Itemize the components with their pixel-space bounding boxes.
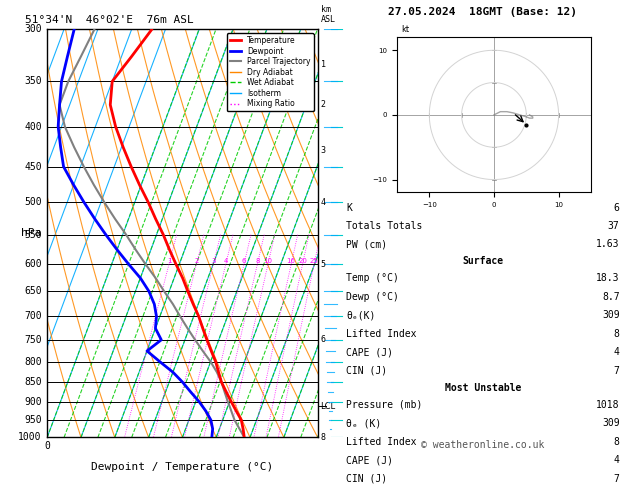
Text: 1: 1 [321,60,326,69]
Text: 2: 2 [194,258,199,264]
Text: 950: 950 [24,415,42,425]
Text: Temp (°C): Temp (°C) [346,274,399,283]
Text: 3: 3 [211,258,216,264]
Text: Most Unstable: Most Unstable [445,383,521,393]
Text: 8: 8 [255,258,260,264]
Legend: Temperature, Dewpoint, Parcel Trajectory, Dry Adiabat, Wet Adiabat, Isotherm, Mi: Temperature, Dewpoint, Parcel Trajectory… [226,33,314,111]
Text: Surface: Surface [462,257,503,266]
Text: kt: kt [401,25,409,34]
Text: 6: 6 [614,203,620,212]
Text: K: K [346,203,352,212]
Text: km
ASL: km ASL [321,5,336,24]
Text: 8: 8 [321,433,326,442]
Text: 37: 37 [608,221,620,231]
Text: 8.7: 8.7 [602,292,620,302]
Text: © weatheronline.co.uk: © weatheronline.co.uk [421,440,545,450]
Text: LCL: LCL [320,401,335,411]
Text: CIN (J): CIN (J) [346,474,387,484]
Text: Pressure (mb): Pressure (mb) [346,400,422,410]
Text: 800: 800 [24,357,42,367]
Text: 350: 350 [24,76,42,87]
Text: 1018: 1018 [596,400,620,410]
Text: Dewp (°C): Dewp (°C) [346,292,399,302]
Text: 3: 3 [321,146,326,155]
Text: 309: 309 [602,418,620,428]
Text: 0: 0 [44,441,50,451]
Text: 16: 16 [287,258,296,264]
Text: 300: 300 [24,24,42,34]
Text: 18.3: 18.3 [596,274,620,283]
Text: Lifted Index: Lifted Index [346,329,416,339]
Text: 6: 6 [242,258,246,264]
Text: 1: 1 [167,258,171,264]
Text: 7: 7 [614,474,620,484]
Text: PW (cm): PW (cm) [346,240,387,249]
Text: 1000: 1000 [18,433,42,442]
Text: 5: 5 [321,260,326,269]
Text: 1.63: 1.63 [596,240,620,249]
Text: 2: 2 [321,100,326,109]
Text: 6: 6 [321,335,326,345]
Text: CAPE (J): CAPE (J) [346,347,393,357]
Text: 450: 450 [24,162,42,172]
Text: 20: 20 [298,258,307,264]
Text: 309: 309 [602,311,620,320]
Text: 25: 25 [309,258,318,264]
Text: 4: 4 [223,258,228,264]
Text: 51°34'N  46°02'E  76m ASL: 51°34'N 46°02'E 76m ASL [25,15,194,25]
Text: 7: 7 [614,366,620,376]
Text: 4: 4 [614,455,620,465]
Text: Totals Totals: Totals Totals [346,221,422,231]
Text: Lifted Index: Lifted Index [346,437,416,447]
Text: 8: 8 [614,437,620,447]
Text: 600: 600 [24,259,42,269]
Text: 900: 900 [24,397,42,407]
Text: θₑ (K): θₑ (K) [346,418,381,428]
Text: 850: 850 [24,377,42,387]
Text: 4: 4 [614,347,620,357]
Text: 550: 550 [24,230,42,240]
Text: 8: 8 [614,329,620,339]
Text: 500: 500 [24,197,42,208]
Text: 4: 4 [321,198,326,207]
Text: 700: 700 [24,312,42,321]
Text: 27.05.2024  18GMT (Base: 12): 27.05.2024 18GMT (Base: 12) [388,7,577,17]
Text: CAPE (J): CAPE (J) [346,455,393,465]
Text: θₑ(K): θₑ(K) [346,311,376,320]
Text: 650: 650 [24,286,42,296]
Text: 750: 750 [24,335,42,345]
Text: 10: 10 [264,258,272,264]
Text: Dewpoint / Temperature (°C): Dewpoint / Temperature (°C) [91,462,274,472]
Text: 400: 400 [24,122,42,132]
Text: hPa: hPa [21,228,41,238]
Text: CIN (J): CIN (J) [346,366,387,376]
